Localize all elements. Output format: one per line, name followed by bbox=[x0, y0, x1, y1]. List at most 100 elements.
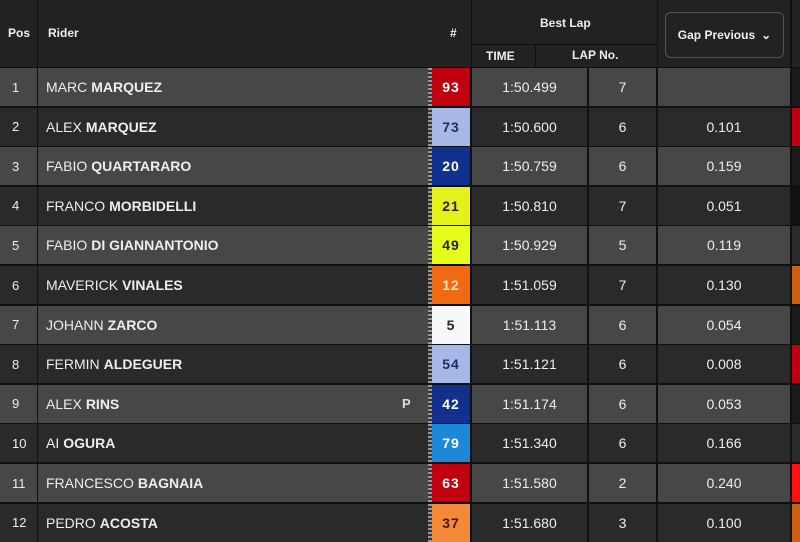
team-color-strip bbox=[792, 305, 800, 344]
rider-last-name: QUARTARARO bbox=[91, 158, 192, 175]
best-lap-time: 1:51.680 bbox=[472, 503, 587, 542]
rider-first-name: ALEX bbox=[46, 395, 82, 412]
rider-number-badge: 93 bbox=[432, 68, 470, 106]
best-lap-number: 7 bbox=[589, 68, 656, 106]
checkered-flag-marker bbox=[428, 464, 432, 502]
rider-last-name: DI GIANNANTONIO bbox=[91, 237, 219, 254]
table-row[interactable]: 3 FABIO QUARTARARO 20 1:50.759 6 0.159 bbox=[0, 147, 800, 186]
best-lap-time: 1:50.929 bbox=[472, 226, 587, 265]
rider-first-name: FABIO bbox=[46, 237, 88, 254]
best-lap-time: 1:51.340 bbox=[472, 424, 587, 463]
rider-number-badge: 5 bbox=[432, 305, 470, 344]
rider-number-badge: 20 bbox=[432, 147, 470, 186]
gap-previous: 0.051 bbox=[658, 186, 790, 225]
table-row[interactable]: 5 FABIO DI GIANNANTONIO 49 1:50.929 5 0.1… bbox=[0, 226, 800, 265]
rider-first-name: FERMIN bbox=[46, 356, 100, 373]
gap-previous: 0.119 bbox=[658, 226, 790, 265]
gap-previous: 0.240 bbox=[658, 464, 790, 502]
checkered-flag-marker bbox=[428, 345, 432, 384]
gap-previous: 0.166 bbox=[658, 424, 790, 463]
checkered-flag-marker bbox=[428, 186, 432, 225]
position: 7 bbox=[0, 305, 37, 344]
rider-first-name: FRANCO bbox=[46, 197, 106, 214]
best-lap-time: 1:50.499 bbox=[472, 68, 587, 106]
best-lap-time: 1:50.600 bbox=[472, 107, 587, 146]
rider-first-name: MAVERICK bbox=[46, 277, 119, 293]
rider-last-name: MARQUEZ bbox=[91, 79, 163, 95]
team-color-strip bbox=[792, 68, 800, 106]
rider-last-name: MARQUEZ bbox=[85, 118, 157, 135]
best-lap-number: 6 bbox=[589, 345, 656, 384]
table-row[interactable]: 1 MARC MARQUEZ 93 1:50.499 7 bbox=[0, 68, 800, 106]
table-row[interactable]: 4 FRANCO MORBIDELLI 21 1:50.810 7 0.051 bbox=[0, 186, 800, 225]
checkered-flag-marker bbox=[428, 266, 432, 304]
table-row[interactable]: 11 FRANCESCO BAGNAIA 63 1:51.580 2 0.240 bbox=[0, 464, 800, 502]
rider-name: ALEX MARQUEZ bbox=[38, 107, 428, 146]
checkered-flag-marker bbox=[428, 147, 432, 186]
position: 12 bbox=[0, 503, 37, 542]
best-lap-number: 2 bbox=[589, 464, 656, 502]
rider-number-badge: 73 bbox=[432, 107, 470, 146]
rider-name: FABIO DI GIANNANTONIO bbox=[38, 226, 428, 265]
rider-last-name: ZARCO bbox=[107, 316, 158, 333]
rider-number-badge: 12 bbox=[432, 266, 470, 304]
team-color-strip bbox=[792, 266, 800, 304]
checkered-flag-marker bbox=[428, 68, 432, 106]
rider-number-badge: 21 bbox=[432, 186, 470, 225]
checkered-flag-marker bbox=[428, 107, 432, 146]
table-row[interactable]: 9 ALEX RINS P 42 1:51.174 6 0.053 bbox=[0, 384, 800, 423]
gap-previous-dropdown[interactable]: Gap Previous ⌄ bbox=[665, 12, 784, 58]
table-row[interactable]: 7 JOHANN ZARCO 5 1:51.113 6 0.054 bbox=[0, 305, 800, 344]
header-time: TIME bbox=[486, 49, 515, 63]
best-lap-number: 6 bbox=[589, 107, 656, 146]
rider-name: FABIO QUARTARARO bbox=[38, 147, 428, 186]
best-lap-time: 1:50.759 bbox=[472, 147, 587, 186]
team-color-strip bbox=[792, 503, 800, 542]
checkered-flag-marker bbox=[428, 305, 432, 344]
gap-previous: 0.054 bbox=[658, 305, 790, 344]
gap-previous-label: Gap Previous bbox=[677, 28, 756, 42]
chevron-down-icon: ⌄ bbox=[761, 28, 772, 42]
table-row[interactable]: 10 AI OGURA 79 1:51.340 6 0.166 bbox=[0, 424, 800, 463]
best-lap-number: 7 bbox=[589, 186, 656, 225]
table-header: Pos Rider # Best Lap TIME LAP No. Gap Pr… bbox=[0, 0, 800, 67]
gap-previous: 0.053 bbox=[658, 384, 790, 423]
pit-indicator: P bbox=[402, 396, 411, 412]
rider-name: ALEX RINS bbox=[38, 384, 428, 423]
header-number: # bbox=[450, 26, 457, 40]
best-lap-number: 3 bbox=[589, 503, 656, 542]
header-rider: Rider bbox=[48, 26, 79, 40]
best-lap-number: 6 bbox=[589, 384, 656, 423]
position: 6 bbox=[0, 266, 37, 304]
rider-number-badge: 49 bbox=[432, 226, 470, 265]
team-color-strip bbox=[792, 186, 800, 225]
rider-last-name: RINS bbox=[85, 395, 120, 412]
gap-previous: 0.130 bbox=[658, 266, 790, 304]
checkered-flag-marker bbox=[428, 503, 432, 542]
gap-previous bbox=[658, 68, 790, 106]
table-row[interactable]: 2 ALEX MARQUEZ 73 1:50.600 6 0.101 bbox=[0, 107, 800, 146]
header-pos: Pos bbox=[8, 26, 31, 40]
header-lap-no: LAP No. bbox=[572, 48, 619, 62]
rider-last-name: VINALES bbox=[122, 277, 183, 293]
rider-number-badge: 54 bbox=[432, 345, 470, 384]
team-color-strip bbox=[792, 147, 800, 186]
position: 11 bbox=[0, 464, 37, 502]
rider-first-name: AI bbox=[46, 435, 60, 452]
rider-first-name: FRANCESCO bbox=[46, 475, 134, 491]
best-lap-time: 1:51.580 bbox=[472, 464, 587, 502]
position: 4 bbox=[0, 186, 37, 225]
rider-last-name: ACOSTA bbox=[99, 514, 158, 531]
table-row[interactable]: 12 PEDRO ACOSTA 37 1:51.680 3 0.100 bbox=[0, 503, 800, 542]
rider-name: PEDRO ACOSTA bbox=[38, 503, 428, 542]
table-row[interactable]: 8 FERMIN ALDEGUER 54 1:51.121 6 0.008 bbox=[0, 345, 800, 384]
rider-first-name: MARC bbox=[46, 79, 88, 95]
rider-first-name: ALEX bbox=[46, 118, 82, 135]
gap-previous: 0.008 bbox=[658, 345, 790, 384]
team-color-strip bbox=[792, 226, 800, 265]
rider-first-name: FABIO bbox=[46, 158, 88, 175]
rider-last-name: MORBIDELLI bbox=[109, 197, 197, 214]
best-lap-time: 1:51.174 bbox=[472, 384, 587, 423]
table-row[interactable]: 6 MAVERICK VINALES 12 1:51.059 7 0.130 bbox=[0, 266, 800, 304]
best-lap-time: 1:51.113 bbox=[472, 305, 587, 344]
